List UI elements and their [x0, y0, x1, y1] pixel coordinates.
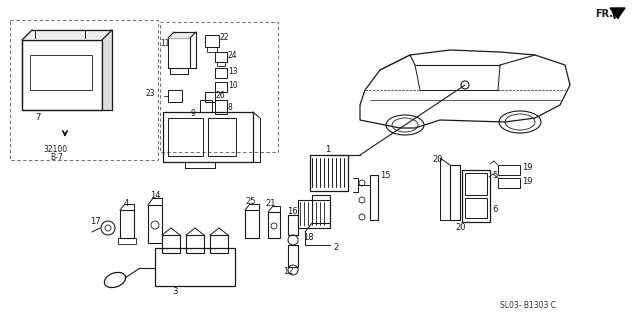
Bar	[168, 118, 203, 156]
Bar	[298, 200, 330, 228]
Bar	[168, 38, 190, 68]
Text: 11: 11	[160, 40, 170, 49]
Bar	[22, 40, 102, 110]
Bar	[210, 235, 228, 253]
Text: 7: 7	[35, 113, 40, 122]
Text: 12: 12	[283, 268, 294, 276]
Bar	[215, 52, 227, 62]
Text: 14: 14	[150, 191, 161, 200]
Bar	[310, 155, 348, 191]
Bar	[450, 165, 460, 220]
Bar	[288, 245, 298, 267]
Bar	[207, 47, 217, 52]
Bar	[268, 212, 280, 238]
Bar	[118, 238, 136, 244]
Polygon shape	[168, 32, 196, 38]
Text: 9: 9	[190, 108, 195, 118]
Bar	[215, 100, 227, 114]
Bar	[465, 198, 487, 218]
Text: 19: 19	[522, 177, 532, 185]
Text: 32100: 32100	[43, 146, 67, 154]
Bar	[163, 112, 253, 162]
Bar	[22, 40, 102, 110]
Text: 1: 1	[325, 145, 330, 153]
Text: 18: 18	[303, 234, 314, 243]
Bar	[205, 35, 219, 47]
Text: 17: 17	[90, 217, 100, 227]
Text: 4: 4	[124, 198, 129, 208]
Text: SL03- B1303 C: SL03- B1303 C	[500, 301, 556, 309]
Text: 26: 26	[216, 92, 226, 100]
Text: 16: 16	[287, 208, 298, 217]
Bar	[215, 68, 227, 78]
Text: 15: 15	[380, 171, 390, 179]
Text: FR.: FR.	[595, 9, 613, 19]
Polygon shape	[102, 30, 112, 110]
Bar	[245, 210, 259, 238]
Text: 21: 21	[265, 198, 275, 208]
Bar	[498, 178, 520, 188]
Text: 23: 23	[145, 88, 155, 98]
Text: 22: 22	[220, 34, 230, 42]
Text: 20: 20	[455, 223, 465, 232]
Bar	[208, 118, 236, 156]
Bar	[312, 195, 330, 223]
Bar	[148, 205, 162, 243]
Text: 3: 3	[172, 288, 177, 296]
Text: 25: 25	[245, 197, 255, 205]
Text: 5: 5	[492, 171, 497, 179]
Bar	[217, 62, 225, 66]
Bar	[288, 215, 298, 235]
Text: 20: 20	[432, 156, 442, 165]
Bar	[498, 165, 520, 175]
Bar	[370, 175, 378, 220]
Bar	[162, 235, 180, 253]
Bar	[465, 173, 487, 195]
Text: 8: 8	[228, 102, 233, 112]
Text: 10: 10	[228, 81, 237, 89]
Polygon shape	[610, 8, 625, 18]
Bar	[168, 90, 182, 102]
Text: 13: 13	[228, 68, 237, 76]
Bar	[215, 82, 227, 92]
Polygon shape	[22, 30, 112, 40]
Text: 2: 2	[333, 243, 339, 253]
Bar	[120, 210, 134, 238]
Bar	[160, 22, 278, 152]
Text: 19: 19	[522, 164, 532, 172]
Bar	[205, 92, 215, 102]
Text: 24: 24	[228, 50, 237, 60]
Bar	[30, 55, 92, 90]
Text: B-7: B-7	[51, 153, 63, 163]
Bar	[462, 170, 490, 222]
Text: 6: 6	[492, 205, 497, 215]
Bar	[200, 100, 212, 112]
Bar	[186, 235, 204, 253]
Bar	[10, 20, 158, 160]
Bar	[155, 248, 235, 286]
Bar	[170, 68, 188, 74]
